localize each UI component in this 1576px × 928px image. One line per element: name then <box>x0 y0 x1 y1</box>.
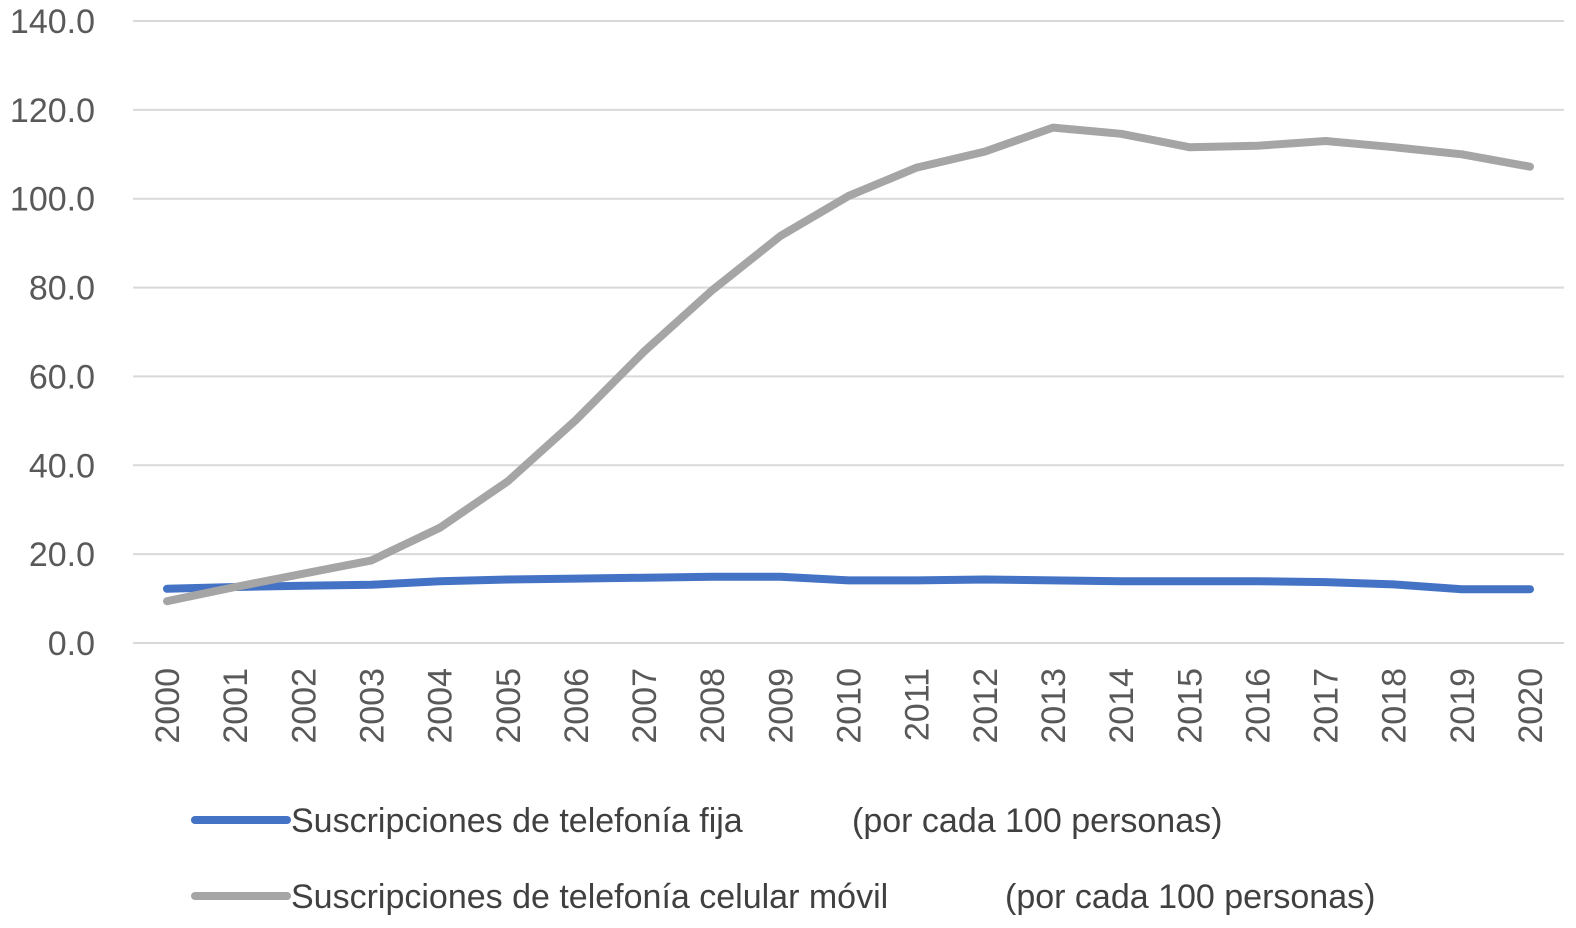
x-tick-label: 2010 <box>831 668 869 744</box>
legend-label-suffix: (por cada 100 personas) <box>1005 878 1375 916</box>
x-tick-label: 2015 <box>1171 668 1209 744</box>
x-tick-label: 2016 <box>1239 668 1277 744</box>
x-tick-label: 2007 <box>626 668 664 744</box>
x-axis-ticks: 2000 2001 2002 2003 2004 2005 2006 2007 2008 2009… <box>149 668 1550 744</box>
x-tick-label: 2018 <box>1376 668 1414 744</box>
y-tick-label: 60.0 <box>29 358 95 396</box>
series-line-2 <box>163 123 1534 606</box>
x-tick-label: 2011 <box>899 668 937 741</box>
x-tick-label: 2001 <box>217 668 255 744</box>
x-tick-label: 2005 <box>490 668 528 744</box>
y-tick-label: 80.0 <box>29 270 95 308</box>
y-tick-label: 120.0 <box>10 92 95 130</box>
y-tick-label: 0.0 <box>48 625 95 663</box>
x-tick-label: 2020 <box>1512 668 1550 744</box>
y-tick-label: 40.0 <box>29 447 95 485</box>
x-tick-label: 2006 <box>558 668 596 744</box>
x-tick-label: 2000 <box>149 668 187 744</box>
x-tick-label: 2003 <box>353 668 391 744</box>
legend-label-suffix: (por cada 100 personas) <box>852 802 1222 840</box>
x-tick-label: 2002 <box>285 668 323 744</box>
y-tick-label: 20.0 <box>29 536 95 574</box>
series-lines <box>163 123 1534 606</box>
series-line-1 <box>163 572 1534 594</box>
x-tick-label: 2013 <box>1035 668 1073 744</box>
legend: Suscripciones de telefonía fija (por cada… <box>191 802 1375 916</box>
x-tick-label: 2017 <box>1308 668 1346 744</box>
legend-label: Suscripciones de telefonía celular móvil <box>291 878 888 916</box>
y-axis-ticks: 0.0 20.0 40.0 60.0 80.0 100.0 120.0 140.0 <box>10 3 95 663</box>
y-tick-label: 100.0 <box>10 181 95 219</box>
x-tick-label: 2019 <box>1444 668 1482 744</box>
gridlines <box>133 20 1564 644</box>
x-tick-label: 2009 <box>762 668 800 744</box>
x-tick-label: 2008 <box>694 668 732 744</box>
legend-label: Suscripciones de telefonía fija <box>291 802 743 840</box>
x-tick-label: 2004 <box>422 668 460 744</box>
x-tick-label: 2014 <box>1103 668 1141 744</box>
y-tick-label: 140.0 <box>10 3 95 41</box>
x-tick-label: 2012 <box>967 668 1005 744</box>
